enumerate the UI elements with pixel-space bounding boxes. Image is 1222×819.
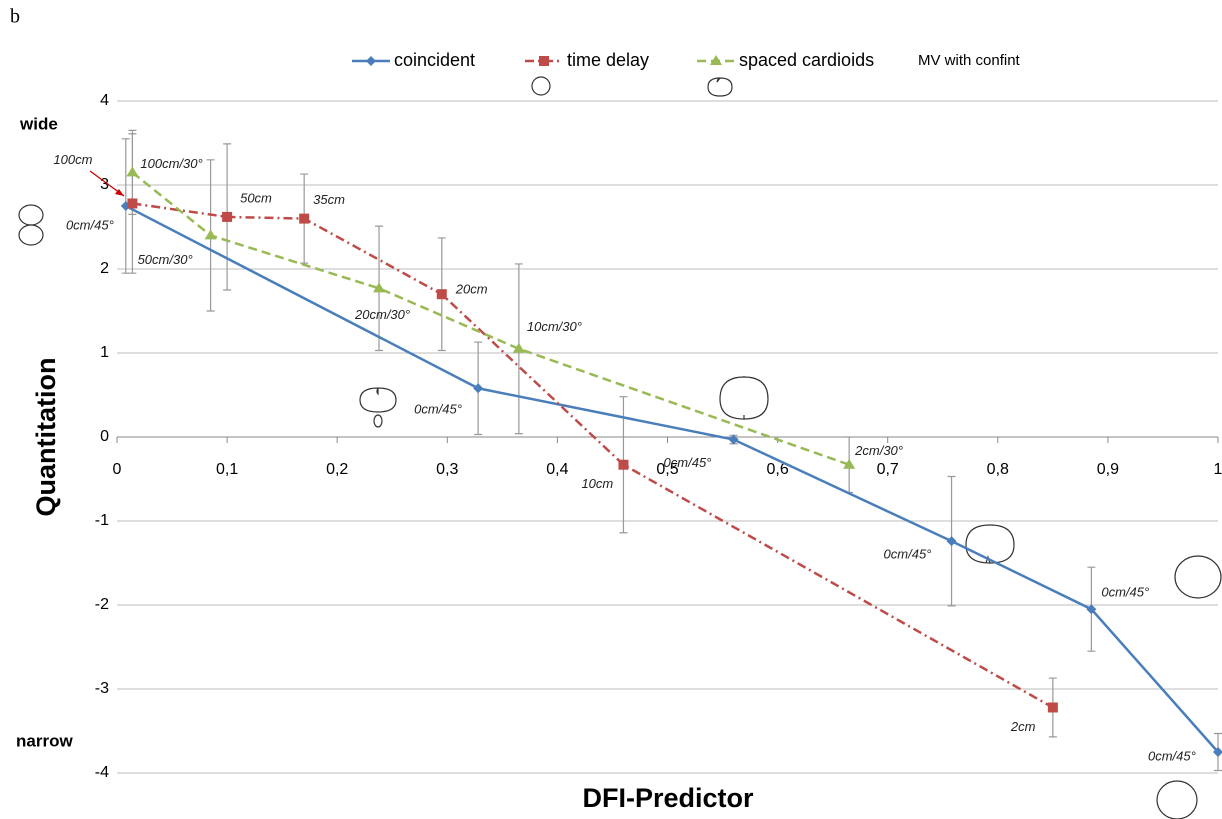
marker <box>126 166 138 176</box>
marker <box>539 56 549 66</box>
point-label: 100cm <box>53 152 92 167</box>
point-label: 0cm/45° <box>66 217 114 232</box>
y-tick-label: -4 <box>95 764 109 781</box>
lower-label: narrow <box>16 731 73 750</box>
upper-label: wide <box>19 114 58 133</box>
point-label: 100cm/30° <box>140 156 202 171</box>
point-label: 0cm/45° <box>1148 748 1196 763</box>
x-tick-label: 0,1 <box>216 461 238 478</box>
y-tick-label: 1 <box>100 344 109 361</box>
marker <box>618 460 628 470</box>
point-label: 0cm/45° <box>884 547 932 562</box>
marker <box>222 212 232 222</box>
y-axis-title: Quantitation <box>31 358 61 517</box>
x-tick-label: 0,2 <box>326 461 348 478</box>
chart: b Quantitation DFI-Predictor wide narrow… <box>0 0 1222 819</box>
x-tick-label: 0,7 <box>877 461 899 478</box>
y-tick-label: -3 <box>95 680 109 697</box>
panel-label: b <box>10 6 20 28</box>
marker <box>205 229 217 239</box>
series-line <box>132 203 1052 707</box>
x-tick-label: 0,4 <box>546 461 568 478</box>
point-label: 50cm <box>240 190 272 205</box>
marker <box>299 214 309 224</box>
y-tick-label: 2 <box>100 260 109 277</box>
legend-label: spaced cardioids <box>739 50 874 70</box>
point-label: 20cm/30° <box>354 307 410 322</box>
point-label: 0cm/45° <box>664 455 712 470</box>
y-tick-label: -1 <box>95 512 109 529</box>
legend-label: time delay <box>567 50 649 70</box>
marker <box>947 536 957 546</box>
legend-extra: MV with confint <box>918 52 1021 69</box>
marker <box>127 198 137 208</box>
point-label: 50cm/30° <box>138 252 193 267</box>
marker <box>1048 702 1058 712</box>
x-tick-label: 0 <box>113 461 122 478</box>
point-label: 0cm/45° <box>414 402 462 417</box>
marker <box>473 383 483 393</box>
legend-label: coincident <box>394 50 475 70</box>
point-label: 0cm/45° <box>1101 585 1149 600</box>
marker <box>437 289 447 299</box>
marker <box>729 435 739 445</box>
icons <box>19 77 1221 819</box>
x-tick-label: 0,9 <box>1097 461 1119 478</box>
point-label: 35cm <box>313 192 345 207</box>
point-label: 10cm/30° <box>527 319 582 334</box>
x-tick-label: 0,8 <box>987 461 1009 478</box>
y-tick-label: -2 <box>95 596 109 613</box>
series-line <box>126 206 1218 752</box>
point-label: 10cm <box>581 476 613 491</box>
point-label: 20cm <box>455 282 488 297</box>
marker <box>366 56 376 66</box>
x-axis-title: DFI-Predictor <box>582 783 754 813</box>
x-tick-label: 0,3 <box>436 461 458 478</box>
point-label: 2cm <box>1010 719 1036 734</box>
y-tick-label: 4 <box>100 92 109 109</box>
x-tick-label: 1 <box>1214 461 1222 478</box>
point-label: 2cm/30° <box>854 443 903 458</box>
y-tick-label: 0 <box>100 428 109 445</box>
